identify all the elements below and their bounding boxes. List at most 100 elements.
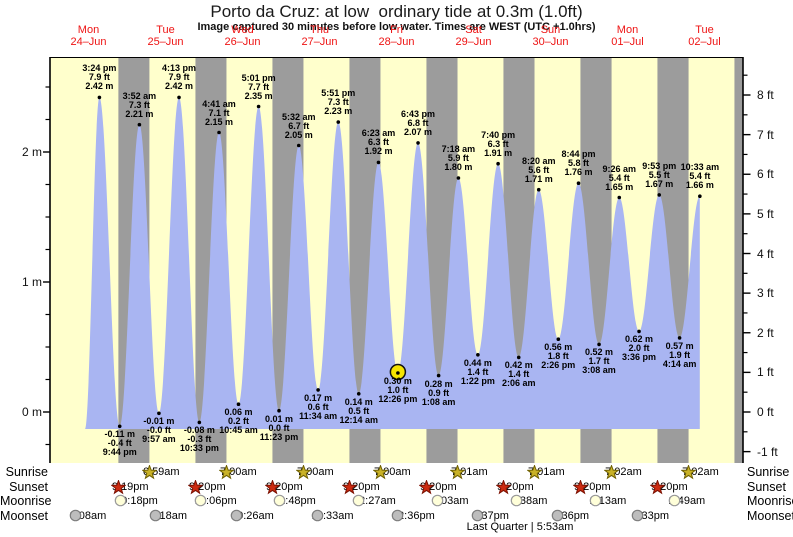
tide-label-line: 4:41 am — [202, 98, 236, 109]
high-tide-label: 4:13 pm 7.9 ft 2.42 m — [147, 64, 211, 91]
tide-label-line: 6.7 ft — [288, 120, 310, 131]
tide-label-line: 7.9 ft — [88, 72, 110, 83]
sunset-event: 9:20pm — [649, 479, 688, 494]
y-axis-right-label: 2 ft — [757, 325, 774, 340]
low-tide-label: 0.52 m 1.7 ft 3:08 am — [567, 348, 631, 375]
tide-label-line: 0.62 m — [625, 334, 654, 345]
tide-point-marker — [396, 371, 400, 375]
tide-label-line: 9:57 am — [142, 434, 176, 445]
tide-label-line: 1.4 ft — [508, 369, 530, 380]
sunset-star-icon — [649, 479, 665, 494]
tide-label-line: 1.7 ft — [588, 356, 610, 367]
day-name: Thu — [310, 24, 329, 36]
sunset-event: 9:20pm — [341, 479, 380, 494]
tide-point-marker — [536, 187, 541, 192]
y-axis-right-label: 0 ft — [757, 405, 774, 419]
day-date: 29–Jun — [455, 36, 492, 48]
day-header: Thu 27–Jun — [281, 24, 358, 48]
high-tide-label: 6:23 am 6.3 ft 1.92 m — [346, 129, 410, 156]
high-tide-label: 5:01 pm 7.7 ft 2.35 m — [227, 73, 291, 101]
day-header: Tue 25–Jun — [127, 24, 204, 48]
high-tide-label: 8:20 am 5.6 ft 1.71 m — [507, 156, 571, 184]
high-tide-label: 3:52 am 7.3 ft 2.21 m — [107, 90, 171, 119]
chart-title: Porto da Cruz: at low ordinary tide at 0… — [210, 2, 583, 21]
tide-point-marker — [236, 402, 241, 407]
high-tide-label: 4:41 am 7.1 ft 2.15 m — [187, 98, 251, 127]
moonset-event: 1:37pm — [471, 509, 509, 523]
tide-label-line: 0.44 m — [463, 357, 492, 368]
tide-point-marker — [576, 181, 581, 185]
tide-point-marker — [677, 336, 682, 340]
day-date: 02–Jul — [688, 36, 721, 48]
tide-label-line: 2.42 m — [85, 81, 114, 92]
tide-label-line: 0.30 m — [383, 376, 412, 386]
high-tide-label: 9:53 pm 5.5 ft 1.67 m — [627, 160, 691, 189]
tide-label-line: 2.0 ft — [628, 343, 650, 354]
tide-label-line: 1.92 m — [364, 146, 393, 157]
tide-label-line: 1.71 m — [524, 173, 553, 184]
moonset-icon — [552, 509, 564, 521]
moonset-icon — [311, 509, 323, 521]
sunset-star-icon — [110, 479, 126, 494]
moonrise-icon — [114, 494, 127, 507]
tide-label-line: 1:08 am — [421, 396, 456, 407]
sunrise-event: 7:01am — [527, 465, 565, 480]
low-tide-label: -0.11 m -0.4 ft 9:44 pm — [88, 430, 152, 457]
low-tide-label: 0.42 m 1.4 ft 2:06 am — [487, 361, 551, 388]
tide-label-line: 5.8 ft — [568, 158, 590, 169]
moonset-event: 10:26am — [230, 509, 274, 523]
moonset-event: 2:36pm — [551, 509, 589, 523]
moonrise-event: 1:38am — [510, 494, 547, 508]
sunrise-event: 7:00am — [295, 465, 334, 480]
high-tide-label: 7:40 pm 6.3 ft 1.91 m — [466, 130, 530, 158]
tide-label-line: 2.42 m — [165, 81, 194, 92]
tide-label-line: 4:14 am — [662, 358, 697, 369]
tide-label-line: 7.1 ft — [208, 107, 230, 118]
high-tide-label: 7:18 am 5.9 ft 1.80 m — [426, 145, 490, 172]
tide-label-line: 0.2 ft — [227, 416, 249, 427]
tide-label-line: 9:53 pm — [642, 160, 677, 171]
high-tide-label: 10:33 am 5.4 ft 1.66 m — [668, 163, 732, 190]
tide-label-line: 7.7 ft — [248, 81, 270, 92]
high-tide-label: 5:32 am 6.7 ft 2.05 m — [267, 111, 331, 140]
moonrise-icon — [194, 494, 206, 507]
tide-label-line: 10:45 am — [219, 425, 258, 436]
tide-label-line: 5:32 am — [281, 111, 316, 122]
tide-point-marker — [296, 143, 301, 148]
tide-point-marker — [698, 194, 702, 198]
tide-label-line: 2.05 m — [284, 129, 313, 140]
tide-label-line: 4:13 pm — [162, 63, 197, 74]
tide-label-line: 0.52 m — [585, 347, 614, 358]
low-tide-label: 0.28 m 0.9 ft 1:08 am — [407, 379, 471, 407]
tide-label-line: 1.66 m — [685, 180, 714, 191]
tide-label-line: -0.3 ft — [187, 434, 212, 445]
day-name: Tue — [695, 24, 714, 36]
y-axis-right-label: 4 ft — [757, 246, 774, 261]
day-header: Sun 30–Jun — [512, 24, 589, 48]
tide-label-line: 3:52 am — [122, 90, 157, 101]
tide-label-line: -0.11 m — [104, 429, 135, 440]
tide-label-line: 1.80 m — [444, 162, 473, 172]
sunrise-star-icon — [218, 465, 234, 480]
tide-label-line: 1.65 m — [605, 181, 634, 192]
tide-point-marker — [637, 329, 641, 334]
tide-point-marker — [516, 355, 521, 360]
tide-point-marker — [137, 122, 142, 127]
day-name: Fri — [390, 24, 403, 36]
tide-point-marker — [456, 176, 461, 180]
moonrise-event: 11:48pm — [273, 494, 316, 508]
y-axis-left-label: 0 m — [21, 405, 42, 419]
y-axis-right-label: -1 ft — [757, 444, 778, 459]
tide-label-line: 1.91 m — [484, 147, 513, 158]
tide-label-line: 0.14 m — [344, 396, 373, 407]
sunrise-event: 7:01am — [450, 465, 488, 480]
high-tide-label: 6:43 pm 6.8 ft 2.07 m — [386, 109, 450, 137]
sunset-star-icon — [495, 479, 511, 494]
sunset-event: 9:19pm — [110, 479, 149, 494]
day-header: Tue 02–Jul — [666, 24, 743, 48]
high-tide-label: 5:51 pm 7.3 ft 2.23 m — [306, 89, 370, 116]
sunrise-star-icon — [295, 465, 311, 480]
high-tide-label: 9:26 am 5.4 ft 1.65 m — [587, 164, 651, 192]
moonset-icon — [391, 509, 404, 521]
day-date: 30–Jun — [532, 36, 569, 48]
